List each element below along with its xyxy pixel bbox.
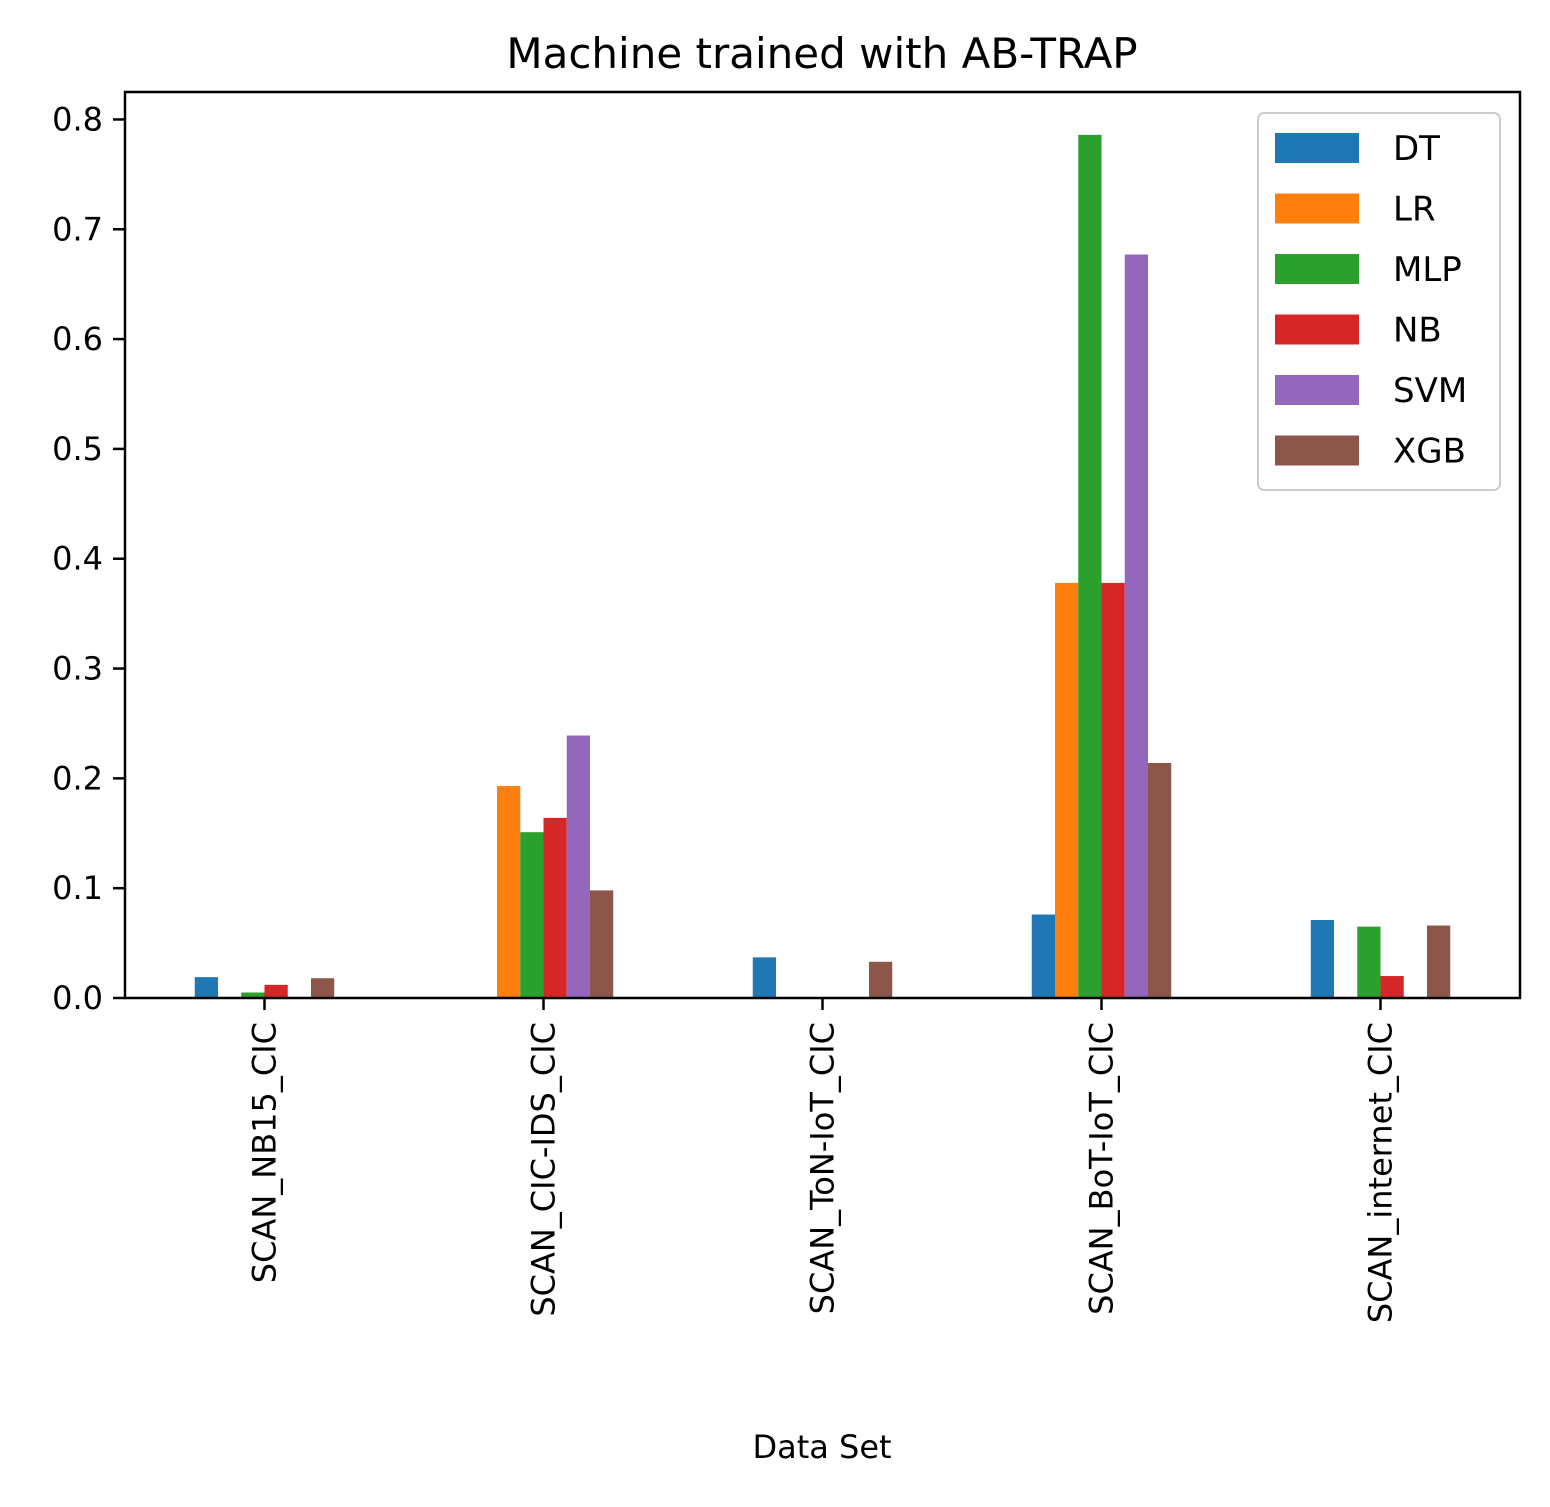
y-tick-label: 0.0: [52, 979, 103, 1017]
y-axis: 0.0 0.1 0.2 0.3 0.4 0.5 0.6 0.7 0.8: [52, 100, 125, 1017]
bar-svm-1: [566, 735, 590, 998]
bar-nb-1: [543, 817, 567, 998]
bar-xgb-1: [590, 890, 614, 998]
y-tick-label: 0.6: [52, 320, 103, 358]
bar-mlp-4: [1357, 926, 1381, 998]
bar-dt-3: [1031, 914, 1055, 998]
legend-swatch-dt: [1275, 133, 1359, 163]
plot-frame: [123, 90, 1522, 1000]
bar-dt-0: [194, 977, 218, 998]
y-tick-label: 0.2: [52, 759, 103, 797]
bar-mlp-3: [1078, 134, 1102, 998]
chart-title: Machine trained with AB-TRAP: [506, 29, 1137, 78]
legend-label-dt: DT: [1393, 129, 1440, 169]
legend-label-mlp: MLP: [1393, 250, 1462, 290]
legend-label-xgb: XGB: [1393, 432, 1466, 472]
bar-lr-1: [497, 786, 521, 998]
legend-swatch-xgb: [1275, 435, 1359, 466]
y-tick-label: 0.8: [52, 100, 103, 138]
bar-mlp-1: [520, 832, 544, 998]
legend-swatch-nb: [1275, 314, 1359, 345]
bar-xgb-0: [311, 978, 335, 998]
bar-xgb-3: [1148, 762, 1172, 998]
x-tick-label: SCAN_CIC-IDS_CIC: [525, 1022, 563, 1317]
y-tick-label: 0.3: [52, 650, 103, 688]
y-tick-label: 0.1: [52, 869, 103, 907]
bar-dt-4: [1310, 920, 1334, 998]
legend-swatch-lr: [1275, 193, 1359, 224]
bar-nb-3: [1101, 582, 1125, 998]
legend-label-svm: SVM: [1393, 371, 1467, 411]
bar-xgb-2: [869, 961, 893, 998]
x-tick-label: SCAN_BoT-IoT_CIC: [1083, 1022, 1121, 1315]
x-axis-label: Data Set: [752, 1428, 891, 1466]
bar-svm-3: [1124, 254, 1148, 998]
bar-nb-4: [1380, 976, 1404, 998]
legend-swatch-mlp: [1275, 254, 1359, 284]
legend: DT LR MLP NB SVM XGB: [1257, 112, 1501, 491]
x-axis: SCAN_NB15_CIC SCAN_CIC-IDS_CIC SCAN_ToN-Io…: [246, 998, 1400, 1323]
x-tick-label: SCAN_NB15_CIC: [246, 1022, 284, 1283]
bar-lr-3: [1055, 582, 1079, 998]
bar-nb-0: [264, 984, 288, 998]
legend-swatch-svm: [1275, 375, 1359, 405]
x-tick-label: SCAN_internet_CIC: [1362, 1022, 1400, 1323]
bar-mlp-0: [241, 992, 265, 998]
y-tick-label: 0.4: [52, 540, 103, 578]
bar-dt-2: [752, 957, 776, 998]
y-tick-label: 0.7: [52, 210, 103, 248]
bar-xgb-4: [1427, 925, 1451, 998]
legend-label-lr: LR: [1393, 190, 1436, 230]
legend-label-nb: NB: [1393, 311, 1442, 351]
bars-group: [194, 134, 1451, 998]
y-tick-label: 0.5: [52, 430, 103, 468]
x-tick-label: SCAN_ToN-IoT_CIC: [804, 1022, 842, 1314]
